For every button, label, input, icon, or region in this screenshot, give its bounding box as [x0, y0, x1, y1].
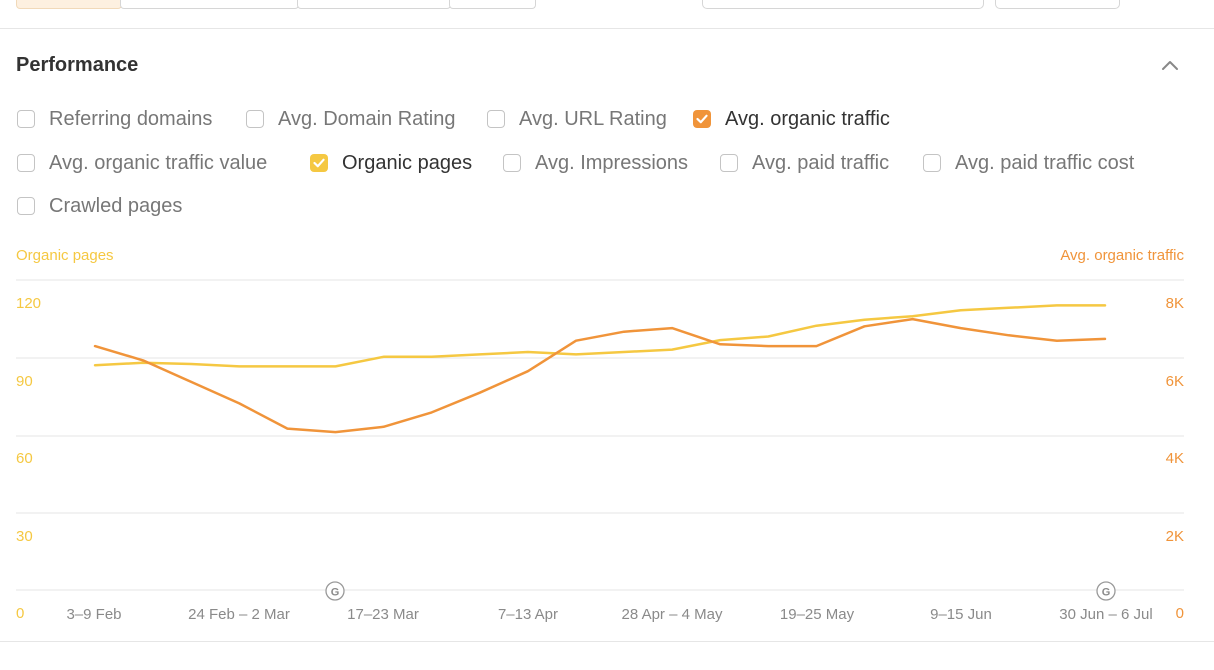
- checkbox-label: Avg. organic traffic: [725, 107, 890, 130]
- checkbox-label: Avg. organic traffic value: [49, 151, 268, 174]
- checkbox-label: Avg. paid traffic: [752, 151, 890, 174]
- toolbar-select[interactable]: [702, 0, 984, 9]
- checkbox-label: Avg. URL Rating: [519, 107, 667, 130]
- checkbox-label: Avg. Domain Rating: [278, 107, 456, 130]
- checkbox-box[interactable]: [17, 110, 35, 128]
- checkbox-box[interactable]: [503, 154, 521, 172]
- x-tick-label: 30 Jun – 6 Jul: [1059, 606, 1152, 623]
- top-toolbar: [0, 0, 1214, 29]
- divider: [0, 641, 1214, 642]
- checkbox-box[interactable]: [487, 110, 505, 128]
- y-left-tick-label: 60: [16, 450, 33, 467]
- x-tick-label: 19–25 May: [780, 606, 855, 623]
- checkbox-avg-url-rating[interactable]: Avg. URL Rating: [487, 107, 667, 131]
- checkbox-box[interactable]: [17, 197, 35, 215]
- y-left-tick-label: 120: [16, 295, 41, 312]
- checkbox-avg-paid-traffic-cost[interactable]: Avg. paid traffic cost: [923, 151, 1134, 175]
- checkbox-box[interactable]: [720, 154, 738, 172]
- check-icon: [313, 158, 325, 168]
- checkbox-organic-pages[interactable]: Organic pages: [310, 151, 472, 175]
- series-line-avg-organic-traffic: [93, 317, 1107, 434]
- checkbox-box[interactable]: [310, 154, 328, 172]
- checkbox-label: Crawled pages: [49, 194, 183, 217]
- google-update-icon: [325, 581, 345, 601]
- checkbox-avg-domain-rating[interactable]: Avg. Domain Rating: [246, 107, 456, 131]
- left-axis-title: Organic pages: [16, 247, 114, 264]
- checkbox-label: Referring domains: [49, 107, 213, 130]
- x-tick-label: 9–15 Jun: [930, 606, 992, 623]
- x-tick-label: 3–9 Feb: [66, 606, 121, 623]
- check-icon: [696, 114, 708, 124]
- y-left-tick-label: 90: [16, 373, 33, 390]
- checkbox-label: Avg. Impressions: [535, 151, 689, 174]
- checkbox-box[interactable]: [246, 110, 264, 128]
- checkbox-avg-impressions[interactable]: Avg. Impressions: [503, 151, 688, 175]
- checkbox-referring-domains[interactable]: Referring domains: [17, 107, 212, 131]
- right-axis-title: Avg. organic traffic: [1060, 247, 1184, 264]
- y-right-tick-label: 6K: [1166, 373, 1184, 390]
- checkbox-label: Organic pages: [342, 151, 473, 174]
- y-right-tick-label: 8K: [1166, 295, 1184, 312]
- series-line-organic-pages: [93, 304, 1107, 368]
- checkbox-avg-organic-traffic-value[interactable]: Avg. organic traffic value: [17, 151, 267, 175]
- chevron-up-icon[interactable]: [1160, 56, 1180, 76]
- y-right-tick-label: 2K: [1166, 528, 1184, 545]
- x-tick-label: 28 Apr – 4 May: [622, 606, 723, 623]
- x-tick-label: 7–13 Apr: [498, 606, 558, 623]
- y-right-tick-label: 4K: [1166, 450, 1184, 467]
- y-right-tick-label: 0: [1176, 605, 1184, 622]
- x-tick-label: 24 Feb – 2 Mar: [188, 606, 290, 623]
- toolbar-button[interactable]: [995, 0, 1120, 9]
- google-update-icon-glyph: G: [1102, 587, 1111, 599]
- x-tick-label: 17–23 Mar: [347, 606, 419, 623]
- checkbox-avg-paid-traffic[interactable]: Avg. paid traffic: [720, 151, 889, 175]
- y-left-tick-label: 30: [16, 528, 33, 545]
- section-title: Performance: [16, 54, 139, 76]
- checkbox-label: Avg. paid traffic cost: [955, 151, 1135, 174]
- y-left-tick-label: 0: [16, 605, 24, 622]
- google-update-icon: [1096, 581, 1116, 601]
- checkbox-avg-organic-traffic[interactable]: Avg. organic traffic: [693, 107, 890, 131]
- checkbox-box[interactable]: [693, 110, 711, 128]
- toolbar-tab[interactable]: [449, 0, 536, 9]
- google-update-icon-glyph: G: [331, 587, 340, 599]
- checkbox-box[interactable]: [17, 154, 35, 172]
- checkbox-box[interactable]: [923, 154, 941, 172]
- checkbox-crawled-pages[interactable]: Crawled pages: [17, 194, 182, 218]
